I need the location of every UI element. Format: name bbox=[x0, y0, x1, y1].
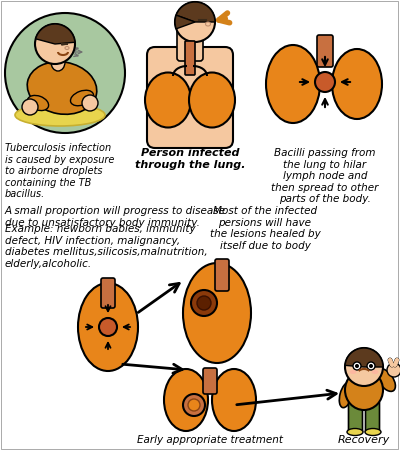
Wedge shape bbox=[345, 348, 383, 367]
Ellipse shape bbox=[70, 90, 94, 106]
Circle shape bbox=[369, 364, 373, 368]
Ellipse shape bbox=[365, 428, 381, 436]
Circle shape bbox=[183, 394, 205, 416]
Circle shape bbox=[175, 2, 215, 42]
Text: A small proportion will progress to disease
due to unsatisfactory body immunity.: A small proportion will progress to dise… bbox=[5, 206, 226, 228]
Wedge shape bbox=[36, 24, 75, 44]
Ellipse shape bbox=[339, 382, 353, 408]
Text: Tuberculosis infection
is caused by exposure
to airborne droplets
containing the: Tuberculosis infection is caused by expo… bbox=[5, 143, 114, 199]
Text: Recovery: Recovery bbox=[338, 435, 390, 445]
Text: Person infected
through the lung.: Person infected through the lung. bbox=[135, 148, 245, 170]
Ellipse shape bbox=[183, 263, 251, 363]
Text: Bacilli passing from
the lung to hilar
lymph node and
then spread to other
parts: Bacilli passing from the lung to hilar l… bbox=[271, 148, 379, 204]
FancyBboxPatch shape bbox=[215, 259, 229, 291]
Circle shape bbox=[82, 95, 98, 111]
FancyBboxPatch shape bbox=[185, 41, 195, 75]
Text: Most of the infected
persions will have
the lesions healed by
itself due to body: Most of the infected persions will have … bbox=[210, 206, 320, 251]
Ellipse shape bbox=[27, 62, 97, 114]
Ellipse shape bbox=[51, 53, 65, 71]
Ellipse shape bbox=[212, 369, 256, 431]
Circle shape bbox=[5, 13, 125, 133]
Ellipse shape bbox=[266, 45, 320, 123]
Circle shape bbox=[353, 362, 361, 370]
Circle shape bbox=[191, 290, 217, 316]
Ellipse shape bbox=[65, 46, 69, 50]
Ellipse shape bbox=[376, 368, 396, 391]
FancyBboxPatch shape bbox=[101, 278, 115, 308]
Ellipse shape bbox=[345, 370, 383, 410]
Circle shape bbox=[315, 72, 335, 92]
Circle shape bbox=[35, 24, 75, 64]
Circle shape bbox=[22, 99, 38, 115]
Wedge shape bbox=[176, 2, 215, 22]
Ellipse shape bbox=[350, 370, 356, 374]
Wedge shape bbox=[175, 15, 195, 29]
FancyBboxPatch shape bbox=[203, 368, 217, 394]
Ellipse shape bbox=[145, 73, 191, 128]
Ellipse shape bbox=[347, 428, 363, 436]
Circle shape bbox=[188, 399, 200, 411]
Circle shape bbox=[345, 348, 383, 386]
FancyBboxPatch shape bbox=[147, 47, 233, 148]
Ellipse shape bbox=[15, 104, 105, 126]
FancyBboxPatch shape bbox=[317, 35, 333, 67]
Ellipse shape bbox=[164, 369, 208, 431]
Circle shape bbox=[387, 363, 400, 377]
Ellipse shape bbox=[78, 283, 138, 371]
Circle shape bbox=[355, 364, 359, 368]
Circle shape bbox=[367, 362, 375, 370]
Text: Example: newborn babies, immunity
defect, HIV infection, malignancy,
diabetes me: Example: newborn babies, immunity defect… bbox=[5, 224, 208, 269]
FancyBboxPatch shape bbox=[348, 401, 362, 433]
FancyBboxPatch shape bbox=[177, 27, 203, 61]
Ellipse shape bbox=[189, 73, 235, 128]
Circle shape bbox=[197, 296, 211, 310]
Text: Early appropriate treatment: Early appropriate treatment bbox=[137, 435, 283, 445]
Circle shape bbox=[99, 318, 117, 336]
FancyBboxPatch shape bbox=[366, 401, 380, 433]
Ellipse shape bbox=[332, 49, 382, 119]
Ellipse shape bbox=[27, 96, 49, 110]
Ellipse shape bbox=[372, 370, 378, 374]
Ellipse shape bbox=[206, 22, 210, 26]
